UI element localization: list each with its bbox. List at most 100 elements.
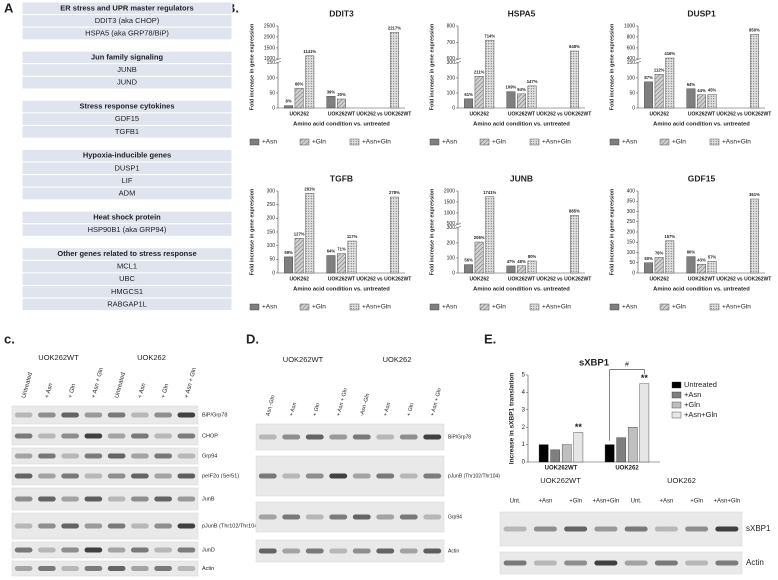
lane-label: + Asn + Gln [336,388,349,417]
lane-label: +Gln [569,499,582,505]
y-tick-label: 0 [272,105,275,111]
blot-band [258,514,277,520]
bar-pattern [517,265,526,273]
y-tick-label: 100 [447,255,456,261]
blot-band [154,566,172,571]
bar [284,105,294,109]
blot-band [84,496,103,502]
blot-strip [255,539,445,563]
bar-pattern [570,51,579,108]
value-label: 59% [284,250,293,255]
blot-band [61,412,79,418]
legend-swatch [671,401,682,409]
y-tick-label: 200 [447,75,456,81]
gene: DUSP1 [114,163,139,172]
blot-band [305,514,324,520]
value-label: 416% [664,51,675,56]
x-tick-label: UOK262 vs UOK262WT [356,111,411,117]
blot-band [38,496,56,502]
value-label: 1741% [483,190,496,195]
axis-break [455,224,461,228]
bar-pattern [517,93,526,108]
blot-band [177,453,196,459]
legend-pattern [530,304,539,310]
blot-band [38,547,56,553]
y-tick-label: 100 [627,75,636,81]
bar-pattern [485,40,494,108]
y-tick-label: 100 [267,243,276,249]
y-tick-label: 1500 [264,45,275,51]
y-tick-label: 250 [627,219,636,225]
axis-break [634,58,642,61]
value-label: 48% [517,259,526,264]
y-tick-label: 300 [447,225,456,231]
blot-strip [255,423,445,451]
y-tick-label: 2000 [444,188,455,194]
blot-band [61,523,79,529]
x-axis-label: Amino acid condition vs. untreated [473,287,570,293]
blot-band [564,560,588,566]
legend-swatch [429,303,440,311]
blot-band [423,514,442,520]
bar-pattern [527,260,537,273]
lane-label: + Gln [161,383,171,399]
blot-band [38,523,56,529]
table-cell [21,297,233,312]
legend-label: +Asn [262,139,277,146]
y-tick-label: 0 [452,270,455,276]
blot-band [715,526,739,532]
annotation: ** [575,422,583,432]
value-label: 45% [708,88,717,93]
lane-label: Asn -Gln [265,395,276,417]
y-tick-label: 0 [522,460,526,466]
lane-label: Unt. [510,499,521,505]
legend-swatch [249,138,260,146]
row-label: Grp94 [202,453,217,459]
blot-band [329,434,348,440]
group-label: UOK262 [383,355,412,364]
blot-band [84,523,103,529]
bar [686,256,696,274]
y-tick-label: 200 [627,229,636,235]
row-label: BiP/Grp78 [202,412,227,418]
blot-band [305,473,324,479]
x-tick-label: UOK262 [469,111,489,117]
row-label: Actin [448,548,459,554]
gene: JUND [117,78,138,87]
y-tick-label: 0 [272,270,275,276]
blot-band [38,473,56,479]
blot-band [594,526,618,532]
y-tick-label: 50 [629,90,635,96]
blot-band [654,526,678,532]
bar-pattern [337,253,346,273]
x-axis-label: Amino acid condition vs. untreated [293,122,390,128]
blot-band [177,523,196,529]
y-tick-label: 0 [452,105,455,111]
lane-label: +Asn [659,499,673,505]
gene: UBC [119,274,135,283]
blot-band [399,434,418,440]
group-label: UOK262WT [540,476,581,485]
chart-title: TGFB [330,173,353,183]
lane-label: +Gln [690,499,703,505]
y-tick-label: 400 [627,188,636,194]
table-cell [21,124,233,139]
blot-band [14,496,33,502]
gene: RABGAP1L [107,299,147,308]
blot-band [107,473,126,479]
blot-band [177,547,196,553]
blot-band [376,434,395,440]
value-label: 291% [304,187,315,192]
legend-label: +Asn [262,304,277,311]
bar [686,88,696,109]
blot-band [685,526,709,532]
blot-band [154,433,172,439]
blot-band [305,434,324,440]
legend-pattern [300,304,309,310]
lane-label: +Asn [538,499,552,505]
blot-band [38,566,56,571]
legend-label: +Asn [442,304,457,311]
value-label: 47% [507,259,516,264]
y-axis-label: Fold increase in gene expression [429,23,435,110]
